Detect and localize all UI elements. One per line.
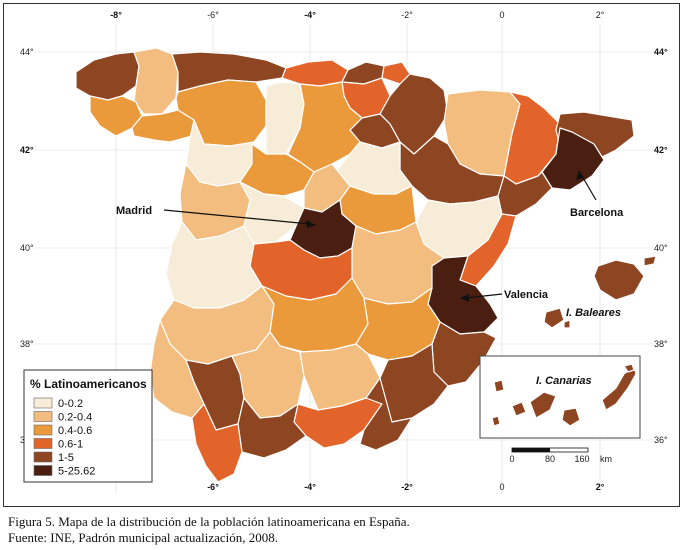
province-cordoba	[231, 331, 305, 419]
legend: % Latinoamericanos 0-0.2 0.2-0.40.4-0.6 0.…	[23, 369, 153, 483]
province-a-coruna	[75, 51, 140, 101]
label-barcelona: Barcelona	[570, 207, 624, 219]
tick-label: -6°	[207, 10, 219, 20]
province-lugo	[133, 47, 179, 115]
province-cadiz	[191, 403, 243, 483]
tick-label: -8°	[110, 10, 122, 20]
tick-label: -4°	[304, 10, 316, 20]
tick-label: 44°	[20, 47, 34, 57]
tick-label: 40°	[20, 243, 34, 253]
province-almeria	[359, 377, 413, 451]
tick-label: -2°	[401, 10, 413, 20]
legend-label: 0.2-0.4	[58, 412, 92, 424]
scale-unit: km	[600, 454, 612, 464]
tick-label: 40°	[654, 243, 668, 253]
province-asturias	[171, 51, 287, 93]
tick-label: -6°	[207, 482, 219, 492]
top-ticks: -8° -6° -4° -2° 0 2°	[110, 10, 605, 20]
tick-label: 38°	[654, 339, 668, 349]
map-frame: -8° -6° -4° -2° 0 2° -6° -4° -2° 0 2° 44…	[3, 3, 680, 507]
legend-label: 5-25.62	[58, 466, 95, 478]
caption-line-2: Fuente: INE, Padrón municipal actualizac…	[8, 530, 279, 545]
leader-lines	[163, 175, 597, 299]
tick-label: 2°	[596, 482, 605, 492]
legend-label: 0-0.2	[58, 398, 83, 410]
legend-swatch	[33, 411, 53, 422]
tick-label: 42°	[654, 145, 668, 155]
legend-swatch	[33, 397, 53, 409]
tick-label: 2°	[596, 10, 605, 20]
caption-line-1: Figura 5. Mapa de la distribución de la …	[8, 514, 410, 529]
legend-label: 0.4-0.6	[58, 425, 92, 437]
label-canarias: I. Canarias	[536, 375, 592, 387]
bottom-ticks: -6° -4° -2° 0 2°	[207, 482, 605, 492]
province-barcelona	[541, 127, 605, 191]
tick-label: 44°	[654, 47, 668, 57]
label-valencia: Valencia	[504, 289, 549, 301]
label-baleares: I. Baleares	[566, 307, 621, 319]
scale-bar: 0 80 160 km	[509, 447, 612, 464]
legend-label: 0.6-1	[58, 439, 83, 451]
tick-label: -4°	[304, 482, 316, 492]
tick-label: 0	[499, 482, 504, 492]
province-palencia	[265, 81, 305, 155]
scale-tick: 0	[509, 454, 514, 464]
legend-swatch	[33, 465, 53, 476]
arrow-heads	[306, 170, 584, 302]
province-avila	[239, 181, 305, 245]
right-ticks: 44° 42° 40° 38° 36°	[654, 47, 668, 445]
legend-swatch	[33, 451, 53, 463]
baleares-islands	[543, 255, 657, 329]
legend-title: % Latinoamericanos	[30, 377, 147, 391]
legend-swatch	[33, 424, 53, 436]
legend-label: 1-5	[58, 452, 74, 464]
tick-label: 0	[499, 10, 504, 20]
scale-tick: 160	[574, 454, 589, 464]
canarias-islands	[491, 363, 637, 427]
tick-label: 38°	[20, 339, 34, 349]
province-ourense	[131, 109, 195, 143]
legend-swatch	[33, 438, 53, 449]
tick-label: 42°	[20, 145, 34, 155]
tick-label: 36°	[654, 435, 668, 445]
tick-label: -2°	[401, 482, 413, 492]
province-tarragona	[497, 171, 553, 217]
label-madrid: Madrid	[116, 205, 152, 217]
provinces	[75, 47, 635, 483]
choropleth-map: -8° -6° -4° -2° 0 2° -6° -4° -2° 0 2° 44…	[20, 10, 668, 494]
province-malaga	[237, 397, 307, 459]
scale-tick: 80	[545, 454, 555, 464]
